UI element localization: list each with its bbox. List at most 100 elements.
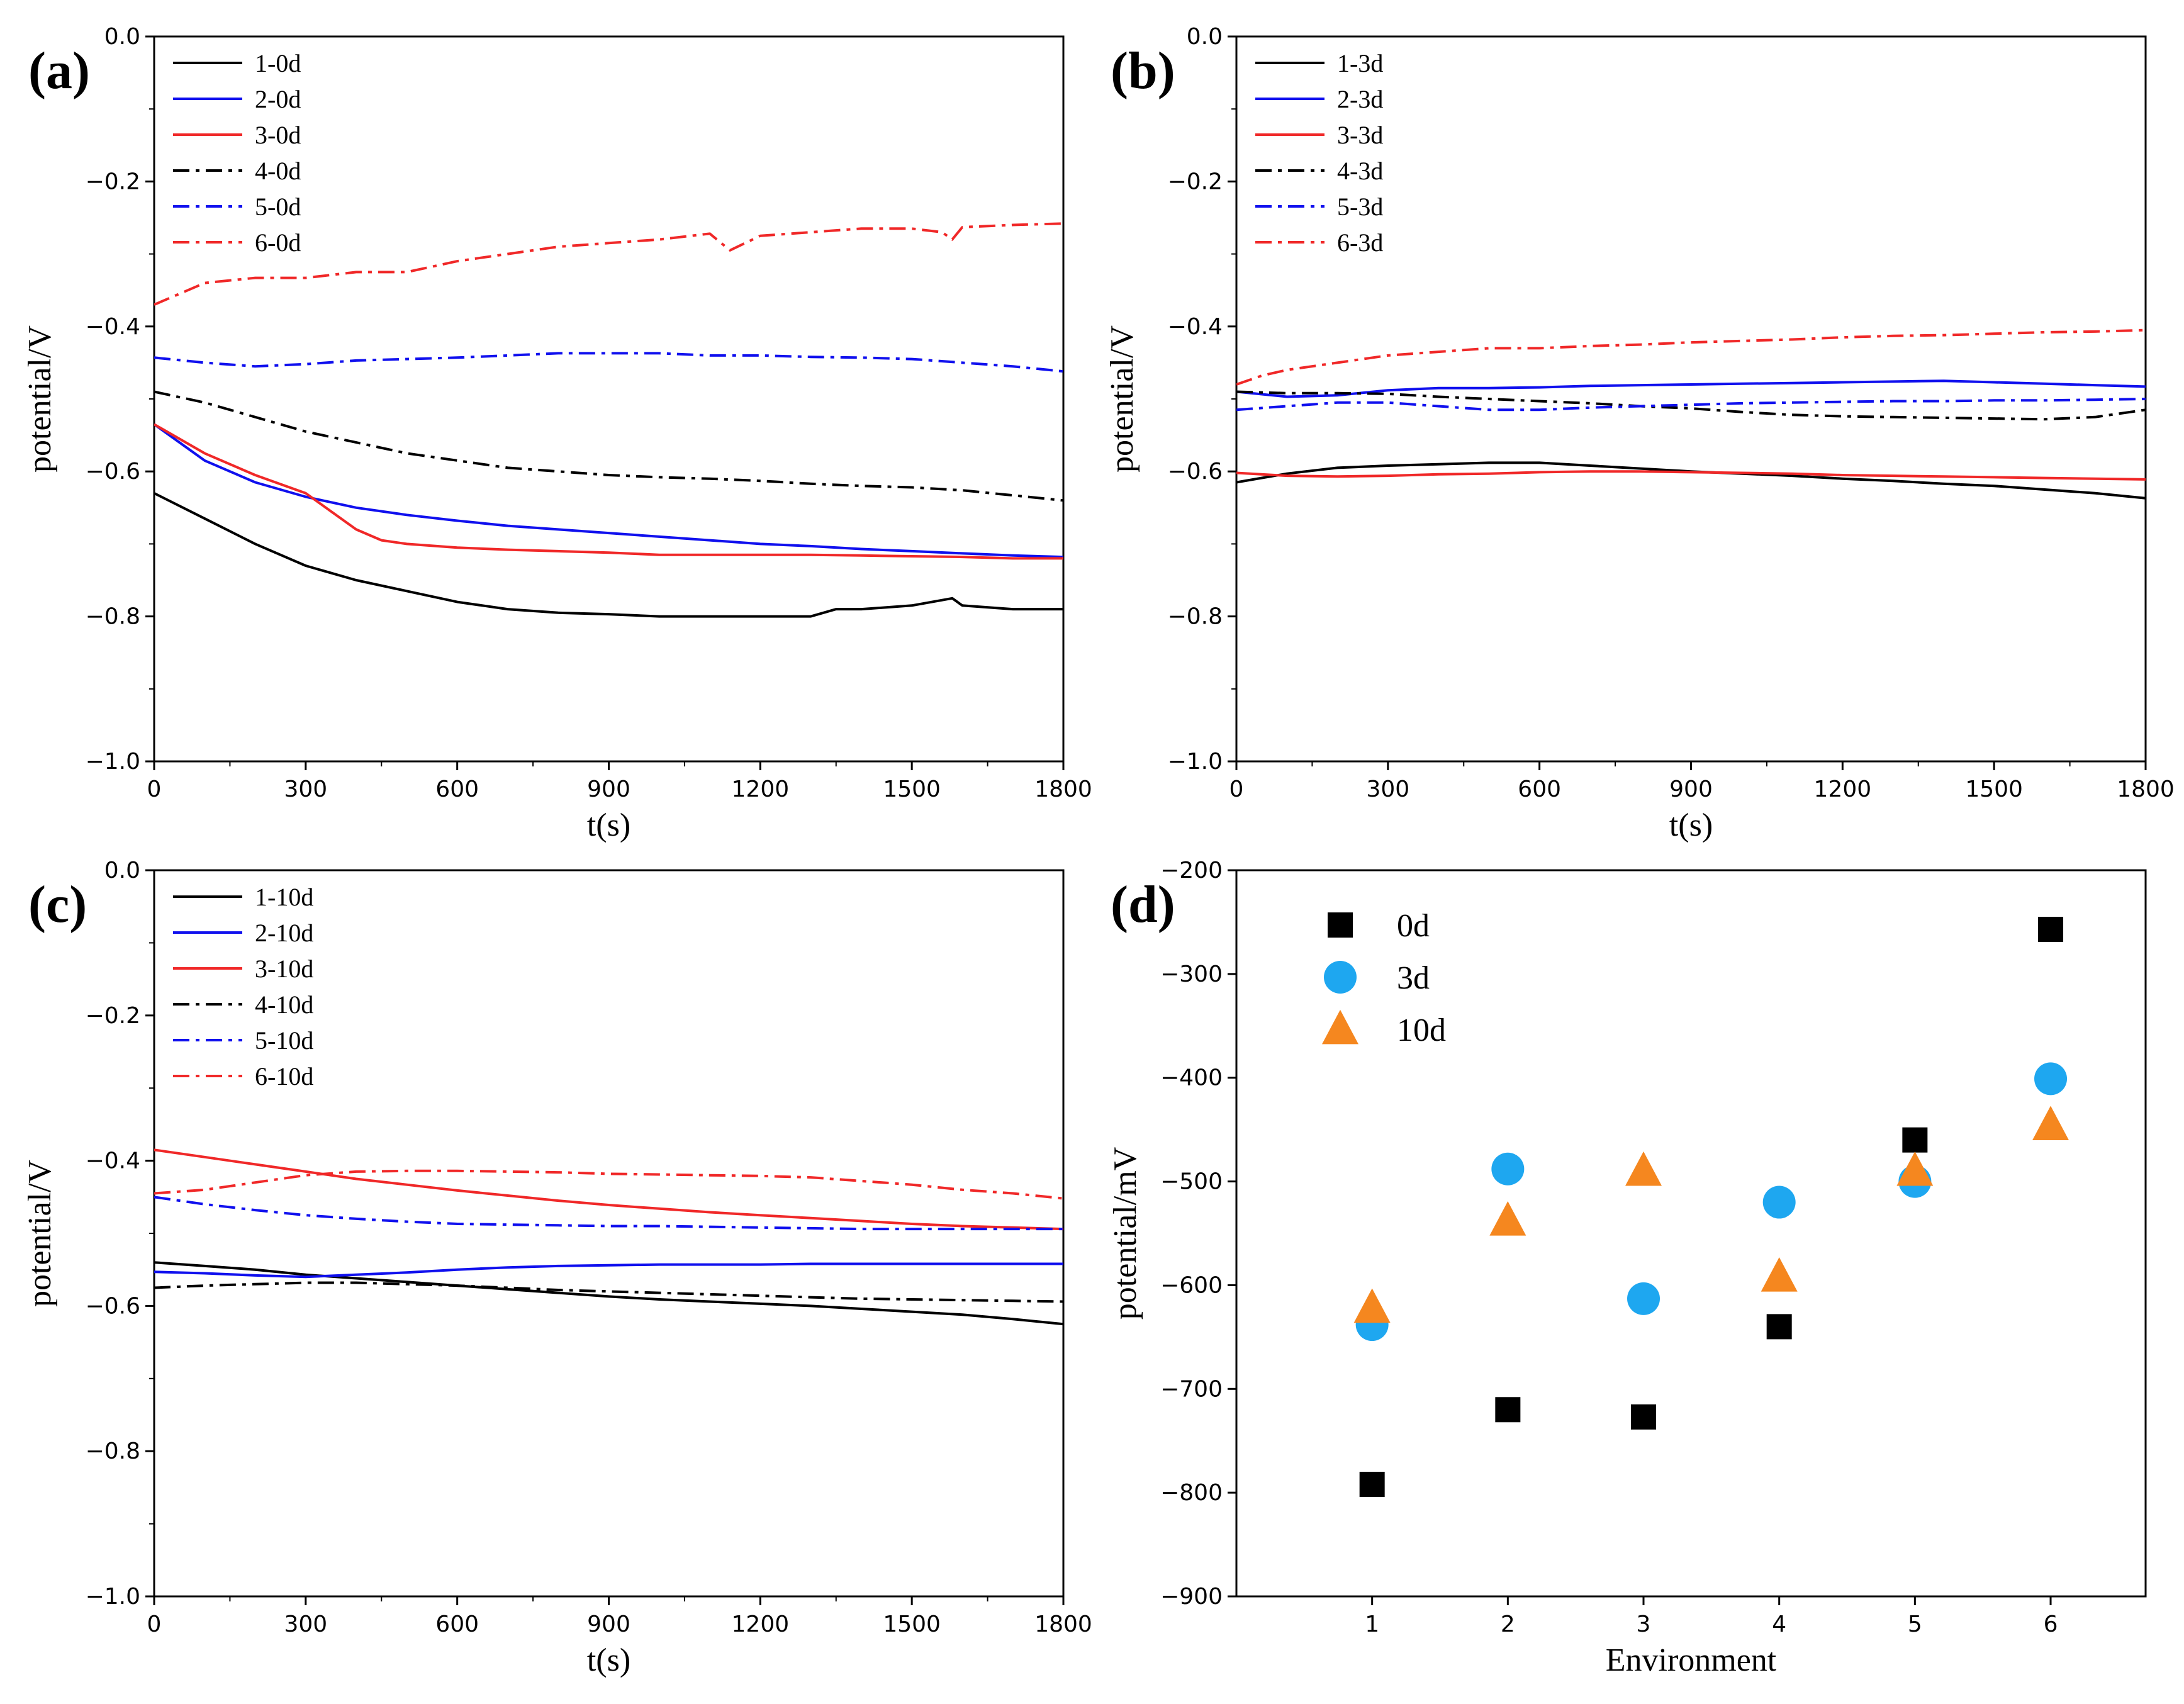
series-line-3-0d xyxy=(154,423,1063,560)
x-tick-label: 4 xyxy=(1772,1612,1786,1637)
x-tick-label: 300 xyxy=(284,1612,327,1637)
y-tick-label: 0.0 xyxy=(1187,24,1223,50)
y-tick-label: −900 xyxy=(1160,1584,1223,1610)
data-point-10d xyxy=(1625,1151,1662,1186)
data-point-3d xyxy=(1491,1152,1525,1186)
x-tick-label: 2 xyxy=(1501,1612,1515,1637)
x-tick-label: 1500 xyxy=(883,776,941,802)
y-tick-label: 0.0 xyxy=(104,858,140,883)
plot-frame xyxy=(1235,869,2147,1598)
y-tick-label: −0.8 xyxy=(1168,604,1223,630)
series-line-2-10d xyxy=(154,1262,1063,1279)
y-tick-label: −500 xyxy=(1160,1169,1223,1195)
x-tick-label: 1200 xyxy=(732,776,790,802)
data-point-10d xyxy=(1761,1257,1798,1292)
series-line-6-10d xyxy=(154,1169,1063,1200)
x-tick-label: 600 xyxy=(1518,776,1561,802)
data-point-0d xyxy=(1902,1127,1928,1153)
legend-label: 6-3d xyxy=(1337,228,1383,257)
x-axis-title: t(s) xyxy=(1669,807,1713,843)
panel-label: (d) xyxy=(1111,875,1175,934)
y-tick-label: −1.0 xyxy=(1168,749,1223,775)
y-tick-label: −600 xyxy=(1160,1272,1223,1298)
y-tick-label: −0.2 xyxy=(86,1003,140,1029)
series-line-1-10d xyxy=(154,1261,1063,1326)
x-tick-label: 1800 xyxy=(1034,776,1092,802)
legend-label: 5-0d xyxy=(255,193,301,221)
x-tick-label: 1200 xyxy=(732,1612,790,1637)
x-tick-label: 1500 xyxy=(883,1612,941,1637)
data-point-0d xyxy=(1359,1471,1385,1497)
y-axis-title: potential/V xyxy=(1104,325,1140,473)
legend: 1-0d 2-0d 3-0d 4-0d 5-0d 6-0d xyxy=(173,49,301,257)
panel-c: 0 300 600 900 1200 1500 1800 0.0 −0.2 −0.4 −0.6 −0.… xyxy=(22,858,1092,1678)
x-tick-label: 1800 xyxy=(2117,776,2175,802)
x-tick-label: 600 xyxy=(435,776,479,802)
data-point-3d xyxy=(1627,1282,1660,1315)
x-tick-label: 600 xyxy=(435,1612,479,1637)
legend-label: 1-10d xyxy=(255,883,313,911)
y-tick-label: −0.2 xyxy=(1168,169,1223,194)
legend: 0d 3d 10d xyxy=(1322,908,1446,1048)
series-line-3-10d xyxy=(154,1148,1063,1231)
y-tick-label: −800 xyxy=(1160,1480,1223,1506)
x-tick-label: 300 xyxy=(284,776,327,802)
panel-d: 1 2 3 4 5 6 −200 −300 −400 −500 −600 −700 −800 −900 En… xyxy=(1107,858,2147,1678)
x-tick-label: 5 xyxy=(1908,1612,1922,1637)
series-line-4-3d xyxy=(1236,390,2146,421)
x-axis-title: t(s) xyxy=(587,807,630,843)
legend-marker xyxy=(1324,961,1357,994)
legend-label: 10d xyxy=(1397,1012,1446,1048)
panel-label: (b) xyxy=(1111,42,1175,100)
data-point-10d xyxy=(2032,1106,2069,1140)
series-line-5-0d xyxy=(154,352,1063,373)
x-tick-label: 1800 xyxy=(1034,1612,1092,1637)
series-line-1-0d xyxy=(154,492,1063,618)
legend-label: 3-10d xyxy=(255,955,313,983)
y-tick-label: 0.0 xyxy=(104,24,140,50)
legend-label: 2-10d xyxy=(255,919,313,947)
data-point-0d xyxy=(1495,1397,1521,1423)
y-tick-label: −0.2 xyxy=(86,169,140,194)
series-line-3-3d xyxy=(1236,470,2146,481)
x-tick-label: 1 xyxy=(1365,1612,1379,1637)
y-tick-label: −400 xyxy=(1160,1065,1223,1091)
y-tick-label: −0.6 xyxy=(86,1293,140,1319)
x-tick-label: 1200 xyxy=(1814,776,1872,802)
plot-area xyxy=(154,1148,1063,1326)
legend-label: 5-3d xyxy=(1337,193,1383,221)
data-point-3d xyxy=(2034,1062,2068,1096)
y-tick-label: −0.6 xyxy=(1168,459,1223,485)
series-line-5-10d xyxy=(154,1196,1063,1231)
legend-label: 3d xyxy=(1397,960,1430,996)
y-tick-label: −0.4 xyxy=(86,314,140,340)
x-tick-label: 900 xyxy=(587,776,630,802)
x-tick-label: 3 xyxy=(1637,1612,1651,1637)
y-tick-label: −0.8 xyxy=(86,604,140,630)
y-axis-title: potential/V xyxy=(22,1160,58,1307)
plot-area xyxy=(1236,328,2146,500)
data-point-0d xyxy=(1631,1404,1657,1430)
series-line-6-0d xyxy=(154,222,1063,306)
panel-label: (a) xyxy=(28,42,90,100)
y-tick-label: −300 xyxy=(1160,961,1223,987)
series-line-2-0d xyxy=(154,423,1063,559)
plot-area xyxy=(154,222,1063,618)
series-line-2-3d xyxy=(1236,379,2146,398)
legend: 1-3d 2-3d 3-3d 4-3d 5-3d 6-3d xyxy=(1255,49,1383,257)
legend-label: 4-3d xyxy=(1337,157,1383,185)
x-tick-label: 1500 xyxy=(1965,776,2023,802)
x-tick-label: 900 xyxy=(1669,776,1713,802)
y-tick-label: −700 xyxy=(1160,1376,1223,1402)
y-axis-title: potential/mV xyxy=(1107,1147,1143,1320)
legend-label: 4-10d xyxy=(255,990,313,1019)
legend-marker xyxy=(1328,912,1353,938)
legend-label: 4-0d xyxy=(255,157,301,185)
legend-label: 0d xyxy=(1397,908,1430,944)
data-point-10d xyxy=(1489,1201,1526,1236)
x-axis-title: Environment xyxy=(1606,1642,1777,1678)
x-tick-label: 0 xyxy=(147,1612,162,1637)
x-tick-label: 0 xyxy=(147,776,162,802)
